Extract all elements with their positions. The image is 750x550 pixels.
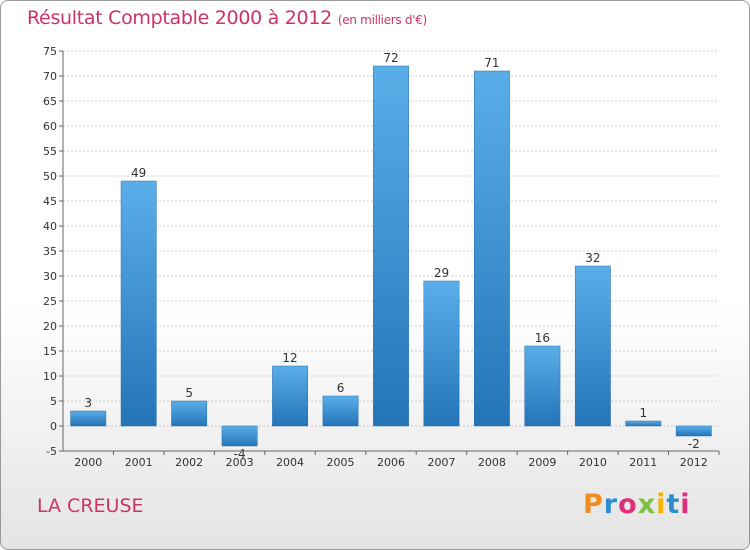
y-tick-label: 25	[43, 295, 57, 308]
y-tick-label: 50	[43, 170, 57, 183]
data-label-2004: 12	[282, 351, 297, 365]
y-tick-label: 0	[50, 420, 57, 433]
region-label: LA CREUSE	[37, 495, 144, 517]
y-tick-label: 5	[50, 395, 57, 408]
bar-2001	[120, 180, 157, 427]
bars: 3 49 5 -4 12 6 72 29 71 16 32 1 -2	[70, 51, 712, 461]
x-tick-label-2010: 2010	[579, 456, 607, 469]
bar-2005	[322, 395, 359, 427]
data-label-2008: 71	[484, 56, 499, 70]
bar-2003	[221, 425, 258, 447]
logo-letter: r	[603, 489, 619, 520]
logo-letter: t	[666, 489, 681, 520]
x-tick-label-2006: 2006	[377, 456, 405, 469]
y-tick-label: 15	[43, 345, 57, 358]
chart-subtitle: (en milliers d'€)	[337, 13, 427, 27]
bar-2012	[675, 425, 712, 437]
y-tick-label: 70	[43, 70, 57, 83]
y-tick-label: 30	[43, 270, 57, 283]
data-label-2005: 6	[337, 381, 345, 395]
proxiti-logo[interactable]: Proxiti	[583, 489, 691, 520]
bar-2007	[423, 280, 460, 427]
y-tick-label: 45	[43, 195, 57, 208]
y-tick-label: 60	[43, 120, 57, 133]
bar-2004	[272, 365, 308, 427]
data-label-2007: 29	[434, 266, 449, 280]
logo-letter: P	[583, 489, 604, 520]
data-label-2012: -2	[688, 437, 700, 451]
data-label-2006: 72	[383, 51, 398, 65]
x-tick-label-2000: 2000	[74, 456, 102, 469]
y-tick-label: 20	[43, 320, 57, 333]
x-tick-label-2005: 2005	[327, 456, 355, 469]
x-tick-label-2007: 2007	[427, 456, 455, 469]
x-tick-label-2011: 2011	[629, 456, 657, 469]
x-axis: 2000 2001 2002 2003 2004 2005 2006 2007 2008 2009…	[63, 450, 720, 469]
logo-letter: o	[618, 489, 638, 520]
bar-2006	[373, 65, 409, 427]
y-tick-label: 35	[43, 245, 57, 258]
x-tick-label-2012: 2012	[680, 456, 708, 469]
x-tick-label-2009: 2009	[528, 456, 556, 469]
x-tick-label-2004: 2004	[276, 456, 304, 469]
x-tick-label-2008: 2008	[478, 456, 506, 469]
bar-2002	[171, 400, 208, 427]
x-tick-label-2003: 2003	[226, 456, 254, 469]
bar-2008	[474, 70, 510, 427]
y-tick-label: 75	[43, 45, 57, 58]
y-tick-label: 55	[43, 145, 57, 158]
y-tick-label: 65	[43, 95, 57, 108]
bar-2000	[70, 410, 107, 427]
y-tick-label: -5	[46, 445, 57, 458]
y-tick-label: 40	[43, 220, 57, 233]
data-label-2009: 16	[535, 331, 550, 345]
x-tick-label-2002: 2002	[175, 456, 203, 469]
logo-letter: i	[656, 489, 667, 520]
bar-2011	[625, 420, 662, 427]
data-label-2011: 1	[639, 406, 647, 420]
data-label-2003: -4	[234, 447, 246, 461]
chart-title-text: Résultat Comptable 2000 à 2012	[27, 7, 332, 29]
bar-2010	[574, 265, 611, 427]
chart-title: Résultat Comptable 2000 à 2012 (en millie…	[27, 7, 427, 29]
bar-2009	[524, 345, 561, 427]
data-label-2002: 5	[185, 386, 193, 400]
logo-letter: i	[680, 489, 691, 520]
x-tick-label-2001: 2001	[125, 456, 153, 469]
data-label-2000: 3	[84, 396, 92, 410]
y-axis: -5 0 5 10 15 20 25 30 35 40 45 50 55 60 65 70 75	[43, 45, 64, 458]
logo-letter: x	[637, 489, 657, 520]
y-tick-label: 10	[43, 370, 57, 383]
data-label-2001: 49	[131, 166, 146, 180]
data-label-2010: 32	[585, 251, 600, 265]
